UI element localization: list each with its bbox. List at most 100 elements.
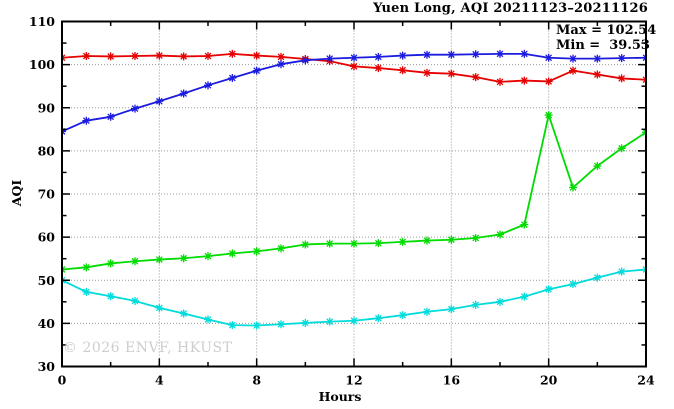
series-red-marker bbox=[520, 76, 529, 85]
gridlines bbox=[62, 21, 646, 367]
y-tick-label: 60 bbox=[38, 230, 56, 245]
series-blue-marker bbox=[155, 97, 164, 106]
series-cyan-marker bbox=[569, 280, 577, 289]
plot-frame bbox=[61, 20, 647, 368]
series-green-marker bbox=[204, 252, 212, 261]
series-red-marker bbox=[82, 52, 91, 60]
y-tick-label: 100 bbox=[29, 57, 55, 72]
series-red-marker bbox=[106, 52, 115, 61]
series-cyan bbox=[62, 265, 646, 330]
stat-min: Min = 39.53 bbox=[556, 38, 650, 53]
series-green-marker bbox=[471, 233, 480, 242]
series-cyan-marker bbox=[252, 321, 261, 330]
stat-max: Max = 102.54 bbox=[556, 23, 657, 38]
series-blue-marker bbox=[204, 81, 212, 90]
series-cyan-marker bbox=[593, 273, 602, 282]
series-green-marker bbox=[106, 259, 115, 268]
series-cyan-marker bbox=[544, 285, 553, 294]
series-cyan-marker bbox=[106, 292, 115, 301]
series-cyan-marker bbox=[301, 318, 310, 327]
series-green-marker bbox=[252, 247, 261, 256]
series-red-marker bbox=[131, 52, 139, 60]
series-red-marker bbox=[350, 62, 358, 71]
series-blue bbox=[62, 49, 646, 136]
series-blue-marker bbox=[544, 53, 553, 62]
series-cyan-marker bbox=[325, 317, 334, 326]
series-blue-marker bbox=[593, 54, 602, 63]
series-cyan-marker bbox=[617, 267, 626, 276]
series-green-marker bbox=[374, 239, 383, 248]
series-blue-marker bbox=[131, 104, 139, 113]
series-blue-marker bbox=[496, 49, 504, 58]
x-tick-label: 24 bbox=[637, 373, 655, 388]
series-blue-marker bbox=[520, 49, 529, 58]
series-green-marker bbox=[82, 263, 91, 272]
x-tick-label: 20 bbox=[540, 373, 558, 388]
series-cyan-marker bbox=[204, 315, 212, 324]
series-green-marker bbox=[520, 220, 529, 229]
series-blue-marker bbox=[374, 52, 383, 61]
series-cyan-marker bbox=[155, 303, 164, 312]
series-red-marker bbox=[398, 66, 407, 75]
series-cyan-marker bbox=[471, 300, 480, 309]
series-red-marker bbox=[179, 52, 188, 61]
series-blue-marker bbox=[423, 50, 431, 59]
series-blue-marker bbox=[179, 89, 188, 98]
series-green-marker bbox=[617, 144, 626, 153]
series-blue-marker bbox=[471, 50, 480, 59]
series-blue-marker bbox=[106, 112, 115, 121]
series-red bbox=[62, 49, 646, 86]
x-tick-label: 0 bbox=[58, 373, 67, 388]
x-tick-label: 8 bbox=[252, 373, 261, 388]
series-blue-marker bbox=[82, 116, 91, 125]
y-tick-label: 50 bbox=[38, 273, 56, 288]
y-tick-label: 80 bbox=[38, 143, 56, 158]
series-red-marker bbox=[228, 49, 237, 58]
series-green-marker bbox=[447, 235, 456, 244]
series-cyan-marker bbox=[277, 320, 285, 329]
series-cyan-marker bbox=[131, 296, 139, 305]
y-tick-label: 90 bbox=[38, 100, 56, 115]
series-green-marker bbox=[423, 236, 431, 245]
series-red-marker bbox=[617, 74, 626, 83]
series-cyan-marker bbox=[496, 297, 504, 306]
series-green-marker bbox=[155, 255, 164, 264]
tick-labels: 0 4 8 12 16 20 24 30 40 50 60 70 80 90 100 110 bbox=[29, 14, 655, 388]
series-red-marker bbox=[277, 52, 285, 61]
series-cyan-marker bbox=[520, 292, 529, 301]
series-cyan-marker bbox=[423, 307, 431, 316]
series-red-marker bbox=[423, 68, 431, 77]
series-red-marker bbox=[447, 69, 456, 78]
y-tick-label: 110 bbox=[29, 14, 55, 29]
series-blue-marker bbox=[350, 53, 358, 62]
series-blue-marker bbox=[228, 73, 237, 82]
series-cyan-marker bbox=[179, 309, 188, 318]
series-cyan-marker bbox=[374, 314, 383, 323]
series-green-marker bbox=[544, 111, 553, 120]
series-red-marker bbox=[252, 51, 261, 60]
series-green bbox=[62, 111, 646, 274]
series-green-marker bbox=[569, 183, 577, 192]
series-blue-marker bbox=[301, 56, 310, 65]
series-cyan-marker bbox=[82, 287, 91, 296]
series-blue-marker bbox=[447, 50, 456, 59]
series-green-marker bbox=[398, 237, 407, 246]
series-green-marker bbox=[593, 161, 602, 170]
series-cyan-marker bbox=[447, 305, 456, 314]
series-cyan-marker bbox=[398, 311, 407, 320]
series-red-marker bbox=[374, 64, 383, 73]
y-tick-label: 70 bbox=[38, 187, 56, 202]
series-green-marker bbox=[228, 249, 237, 258]
series-green-marker bbox=[131, 257, 139, 266]
series-cyan-marker bbox=[228, 321, 237, 330]
series-green-marker bbox=[301, 240, 310, 249]
y-axis-label: AQI bbox=[9, 179, 24, 207]
series-green-marker bbox=[179, 254, 188, 263]
x-axis-label: Hours bbox=[318, 389, 362, 404]
series-red-marker bbox=[204, 52, 212, 60]
chart-title: Yuen Long, AQI 20211123–20211126 bbox=[373, 1, 648, 16]
series-blue-marker bbox=[398, 51, 407, 60]
series-blue-marker bbox=[277, 60, 285, 69]
